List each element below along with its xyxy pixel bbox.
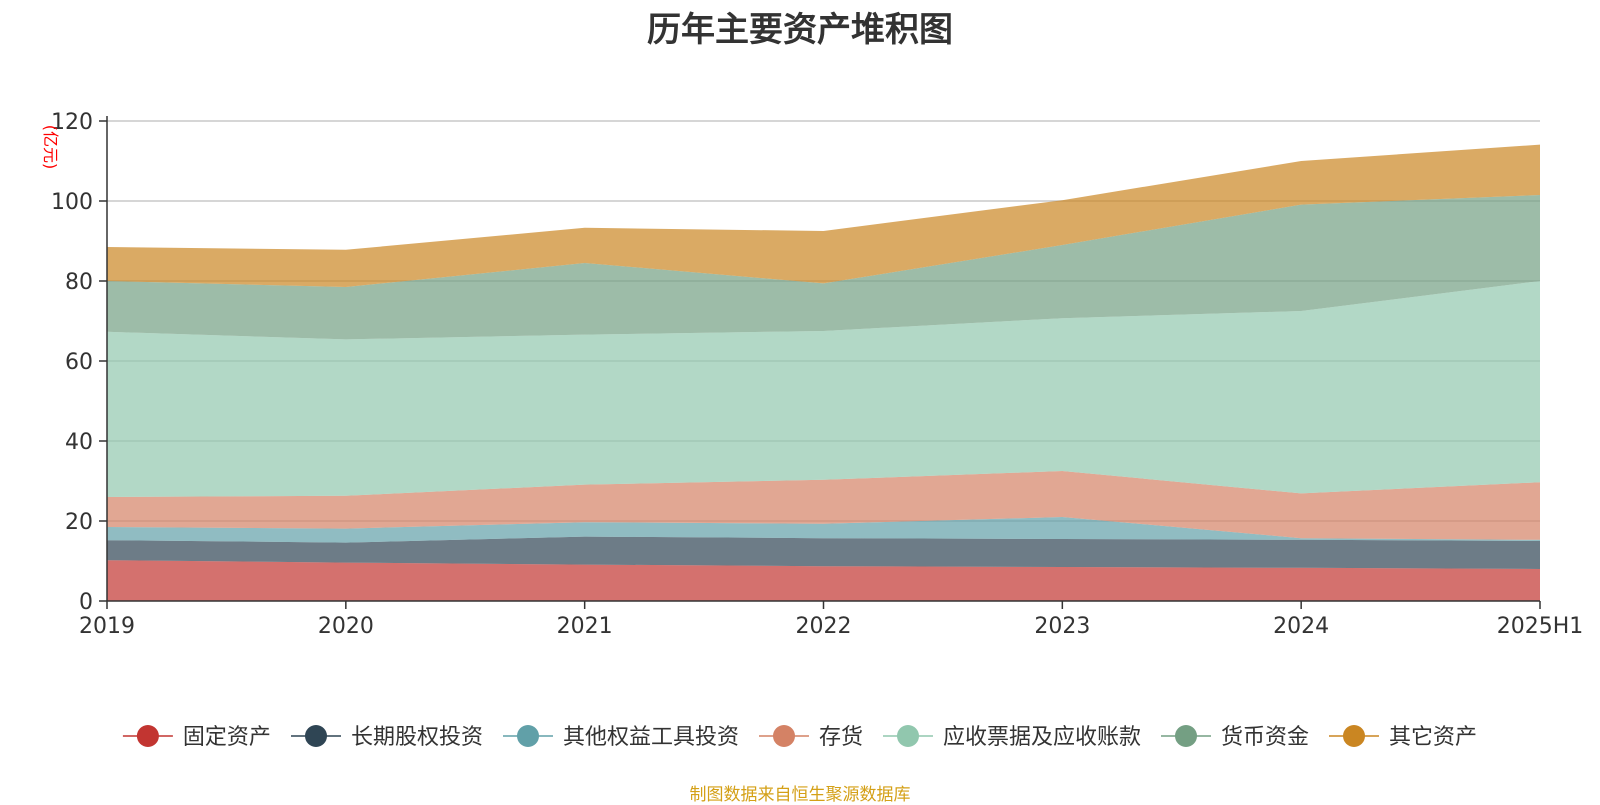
axes: 0 20 40 60 80 100 120 2019 2020 2021 2022 2023 2024 2… [41, 110, 1583, 639]
legend-marker [773, 725, 795, 747]
area-series [107, 281, 1540, 497]
legend: 固定资产 长期股权投资 其他权益工具投资 存货 应收票据及应收账款 货币资金 其它资产 [122, 725, 1477, 750]
x-tick-label: 2020 [318, 614, 374, 639]
y-tick-label: 80 [65, 270, 93, 295]
legend-item: 长期股权投资 [291, 725, 483, 750]
x-tick-label: 2024 [1273, 614, 1329, 639]
legend-marker [1175, 725, 1197, 747]
area-series [107, 195, 1540, 340]
legend-marker [305, 725, 327, 747]
legend-item: 其它资产 [1329, 725, 1477, 750]
legend-marker [897, 725, 919, 747]
legend-item: 应收票据及应收账款 [883, 725, 1141, 750]
x-tick-label: 2022 [796, 614, 852, 639]
y-tick-label: 120 [51, 110, 93, 135]
legend-marker [1343, 725, 1365, 747]
legend-label: 其他权益工具投资 [563, 725, 739, 750]
legend-item: 其他权益工具投资 [503, 725, 739, 750]
area-series [107, 536, 1540, 569]
legend-label: 长期股权投资 [351, 725, 483, 750]
x-tick-label: 2019 [79, 614, 135, 639]
x-tick-label: 2021 [557, 614, 613, 639]
source-note: 制图数据来自恒生聚源数据库 [689, 785, 911, 805]
x-tick-label: 2025H1 [1497, 614, 1584, 639]
series-areas [107, 144, 1540, 601]
legend-label: 存货 [819, 725, 863, 750]
chart-title: 历年主要资产堆积图 [647, 10, 953, 50]
legend-item: 货币资金 [1161, 725, 1309, 750]
legend-label: 货币资金 [1221, 725, 1309, 750]
legend-item: 固定资产 [122, 725, 271, 750]
area-series [107, 471, 1540, 540]
y-tick-label: 60 [65, 350, 93, 375]
y-tick-label: 0 [79, 590, 93, 615]
area-series [107, 560, 1540, 601]
area-series [107, 517, 1540, 543]
y-unit-label: (亿元) [41, 125, 60, 170]
legend-label: 应收票据及应收账款 [943, 725, 1141, 750]
y-tick-label: 20 [65, 510, 93, 535]
legend-label: 固定资产 [183, 725, 271, 750]
legend-marker [517, 725, 539, 747]
legend-item: 存货 [759, 725, 863, 750]
legend-label: 其它资产 [1389, 725, 1477, 750]
y-tick-label: 100 [51, 190, 93, 215]
y-tick-label: 40 [65, 430, 93, 455]
legend-marker [136, 725, 159, 747]
x-tick-label: 2023 [1034, 614, 1090, 639]
area-series [107, 144, 1540, 287]
